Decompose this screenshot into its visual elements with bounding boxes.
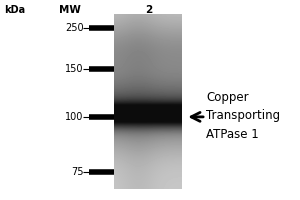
Text: 100: 100 — [65, 112, 83, 122]
Text: 250: 250 — [65, 23, 83, 33]
Text: 75: 75 — [71, 167, 83, 177]
Text: 150: 150 — [65, 64, 83, 74]
Text: Transporting: Transporting — [206, 109, 280, 122]
Text: 2: 2 — [145, 5, 152, 15]
Text: kDa: kDa — [4, 5, 25, 15]
Text: Copper: Copper — [206, 91, 249, 104]
Text: MW: MW — [59, 5, 81, 15]
Text: ATPase 1: ATPase 1 — [206, 128, 259, 141]
